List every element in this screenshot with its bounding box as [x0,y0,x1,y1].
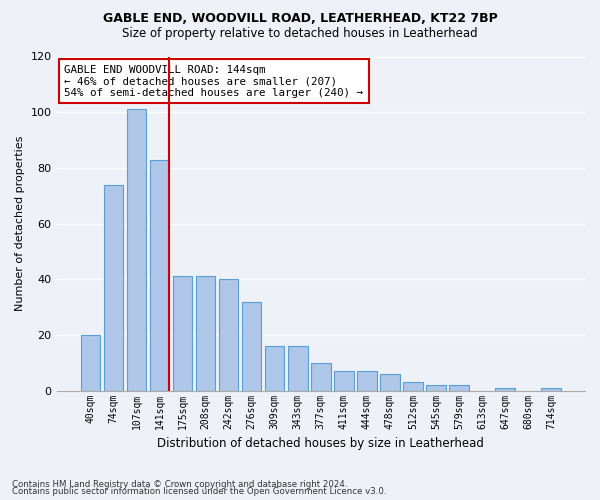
Bar [496,388,515,390]
Bar [219,280,238,390]
X-axis label: Distribution of detached houses by size in Leatherhead: Distribution of detached houses by size … [157,437,484,450]
Bar [311,363,331,390]
Bar [80,335,100,390]
Bar [426,385,446,390]
Bar [288,346,308,391]
Bar [242,302,262,390]
Y-axis label: Number of detached properties: Number of detached properties [15,136,25,312]
Bar [380,374,400,390]
Bar [149,160,169,390]
Bar [357,371,377,390]
Bar [541,388,561,390]
Bar [127,110,146,390]
Bar [196,276,215,390]
Bar [449,385,469,390]
Text: GABLE END WOODVILL ROAD: 144sqm
← 46% of detached houses are smaller (207)
54% o: GABLE END WOODVILL ROAD: 144sqm ← 46% of… [64,65,364,98]
Bar [265,346,284,391]
Bar [173,276,193,390]
Text: Size of property relative to detached houses in Leatherhead: Size of property relative to detached ho… [122,28,478,40]
Bar [104,184,123,390]
Bar [403,382,423,390]
Bar [334,371,353,390]
Text: Contains HM Land Registry data © Crown copyright and database right 2024.: Contains HM Land Registry data © Crown c… [12,480,347,489]
Text: Contains public sector information licensed under the Open Government Licence v3: Contains public sector information licen… [12,487,386,496]
Text: GABLE END, WOODVILL ROAD, LEATHERHEAD, KT22 7BP: GABLE END, WOODVILL ROAD, LEATHERHEAD, K… [103,12,497,26]
